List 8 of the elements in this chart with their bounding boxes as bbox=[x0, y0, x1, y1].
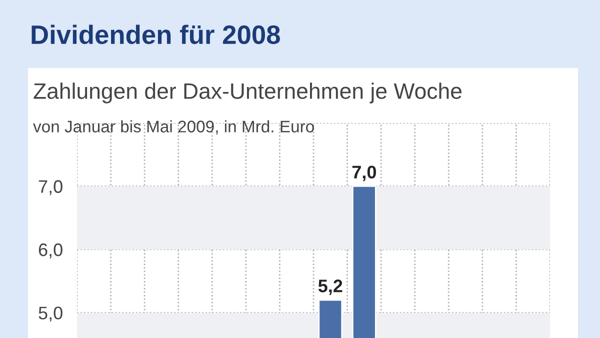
data-label: 7,0 bbox=[352, 166, 376, 182]
chart-subtitle: Zahlungen der Dax-Unternehmen je Woche bbox=[34, 82, 462, 104]
y-tick-label: 5,0 bbox=[38, 306, 62, 322]
annotation: von Januar bis Mai 2009, in Mrd. Euro bbox=[33, 120, 314, 134]
data-label: 5,2 bbox=[318, 280, 342, 295]
y-tick-label: 7,0 bbox=[38, 180, 62, 196]
y-tick-label: 6,0 bbox=[38, 243, 62, 258]
chart-title: Dividenden für 2008 bbox=[32, 24, 280, 44]
